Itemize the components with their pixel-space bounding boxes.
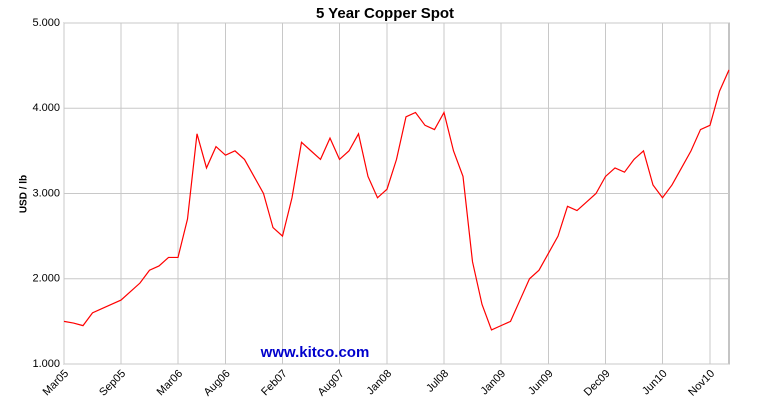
x-tick-label: Mar06 [155,368,186,399]
y-tick-label: 4.000 [32,102,60,114]
y-tick-label: 2.000 [32,273,60,285]
chart-title: 5 Year Copper Spot [316,5,454,22]
data-line [63,69,730,331]
x-tick-label: Jun09 [526,368,556,398]
x-tick-label: Jan08 [364,368,394,398]
x-tick-label: Jan09 [478,368,508,398]
x-tick-label: Jul08 [424,368,451,395]
y-tick-label: 3.000 [32,187,60,199]
y-tick-label: 1.000 [32,358,60,370]
x-tick-label: Jun10 [640,368,670,398]
x-tick-label: Dec09 [582,368,613,399]
x-tick-label: Sep05 [97,368,128,399]
y-tick-label: 5.000 [32,17,60,29]
x-tick-label: Aug06 [202,368,233,399]
x-tick-label: Aug07 [316,368,347,399]
x-tick-label: Nov10 [686,368,717,399]
x-tick-label: Feb07 [259,368,290,399]
x-tick-label: Mar05 [41,368,72,399]
watermark: www.kitco.com [260,344,370,361]
y-axis-label: USD / lb [19,175,30,213]
